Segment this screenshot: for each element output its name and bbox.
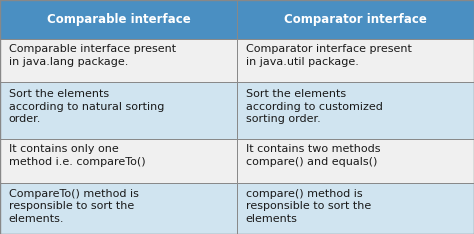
Bar <box>0 0 237 39</box>
Bar <box>237 183 474 234</box>
Text: Comparator interface: Comparator interface <box>284 13 427 26</box>
Text: compare() method is
responsible to sort the
elements: compare() method is responsible to sort … <box>246 189 371 224</box>
Bar <box>0 82 237 139</box>
Text: It contains only one
method i.e. compareTo(): It contains only one method i.e. compare… <box>9 144 145 167</box>
Text: Comparable interface present
in java.lang package.: Comparable interface present in java.lan… <box>9 44 176 67</box>
Bar <box>237 39 474 82</box>
Bar <box>0 39 237 82</box>
Bar <box>237 82 474 139</box>
Text: Sort the elements
according to customized
sorting order.: Sort the elements according to customize… <box>246 89 383 124</box>
Text: CompareTo() method is
responsible to sort the
elements.: CompareTo() method is responsible to sor… <box>9 189 138 224</box>
Text: Sort the elements
according to natural sorting
order.: Sort the elements according to natural s… <box>9 89 164 124</box>
Bar <box>0 183 237 234</box>
Text: It contains two methods
compare() and equals(): It contains two methods compare() and eq… <box>246 144 380 167</box>
Text: Comparable interface: Comparable interface <box>46 13 191 26</box>
Bar <box>0 139 237 183</box>
Bar <box>237 139 474 183</box>
Bar <box>237 0 474 39</box>
Text: Comparator interface present
in java.util package.: Comparator interface present in java.uti… <box>246 44 411 67</box>
